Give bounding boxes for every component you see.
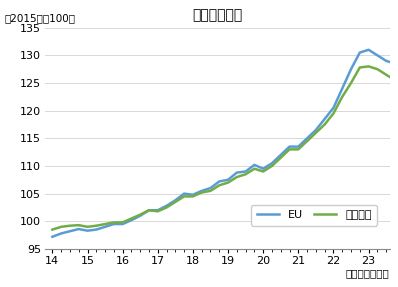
ユーロ圈 [357,66,362,69]
Text: （2015年＝100）: （2015年＝100） [4,13,75,23]
EU [287,145,292,148]
ユーロ圈 [164,206,169,209]
ユーロ圈 [199,191,204,194]
EU [392,62,397,65]
EU [226,178,230,181]
ユーロ圈 [226,181,230,184]
ユーロ圈 [120,221,125,224]
EU [296,145,301,148]
EU [138,214,142,218]
ユーロ圈 [269,164,274,168]
EU [191,193,195,197]
EU [340,87,345,90]
ユーロ圈 [305,139,310,143]
ユーロ圈 [331,112,336,115]
ユーロ圈 [138,213,142,216]
EU [76,227,81,231]
EU [146,208,151,212]
ユーロ圈 [314,131,318,135]
X-axis label: （年、四半期）: （年、四半期） [346,269,390,279]
ユーロ圈 [50,228,55,231]
EU [129,218,134,222]
EU [208,186,213,190]
EU [234,171,239,174]
ユーロ圈 [59,225,64,228]
EU [173,199,178,202]
ユーロ圈 [111,221,116,224]
EU [375,54,380,57]
ユーロ圈 [173,200,178,204]
ユーロ圈 [296,148,301,151]
ユーロ圈 [261,170,265,173]
EU [182,192,187,195]
ユーロ圈 [278,156,283,159]
EU [243,170,248,173]
ユーロ圈 [375,67,380,71]
EU [384,59,388,63]
ユーロ圈 [217,184,222,187]
ユーロ圈 [243,172,248,176]
ユーロ圈 [349,81,353,85]
ユーロ圈 [94,224,99,227]
ユーロ圈 [287,148,292,151]
EU [357,51,362,54]
ユーロ圈 [392,79,397,82]
ユーロ圈 [146,208,151,212]
EU [164,204,169,208]
EU [269,162,274,165]
Legend: EU, ユーロ圈: EU, ユーロ圈 [251,205,377,226]
EU [85,229,90,232]
EU [278,153,283,157]
ユーロ圈 [85,225,90,228]
ユーロ圈 [384,73,388,76]
EU [331,106,336,110]
EU [314,128,318,132]
ユーロ圈 [322,123,327,126]
ユーロ圈 [129,217,134,220]
EU [322,117,327,121]
EU [261,167,265,170]
ユーロ圈 [155,210,160,213]
ユーロ圈 [103,222,107,226]
EU [94,228,99,231]
EU [120,222,125,226]
EU [252,163,257,166]
Line: EU: EU [53,50,398,237]
ユーロ圈 [208,189,213,193]
ユーロ圈 [366,65,371,68]
EU [217,180,222,183]
ユーロ圈 [234,175,239,179]
EU [305,137,310,140]
EU [59,232,64,235]
EU [111,222,116,226]
ユーロ圈 [68,224,72,227]
ユーロ圈 [76,224,81,227]
EU [155,208,160,212]
EU [199,189,204,193]
ユーロ圈 [182,195,187,198]
EU [366,48,371,51]
EU [103,225,107,228]
EU [349,67,353,71]
ユーロ圈 [252,167,257,170]
ユーロ圈 [340,95,345,98]
Line: ユーロ圈: ユーロ圈 [53,66,398,230]
ユーロ圈 [191,195,195,198]
EU [50,235,55,238]
EU [68,230,72,233]
Title: 実質住宅価格: 実質住宅価格 [192,8,243,22]
